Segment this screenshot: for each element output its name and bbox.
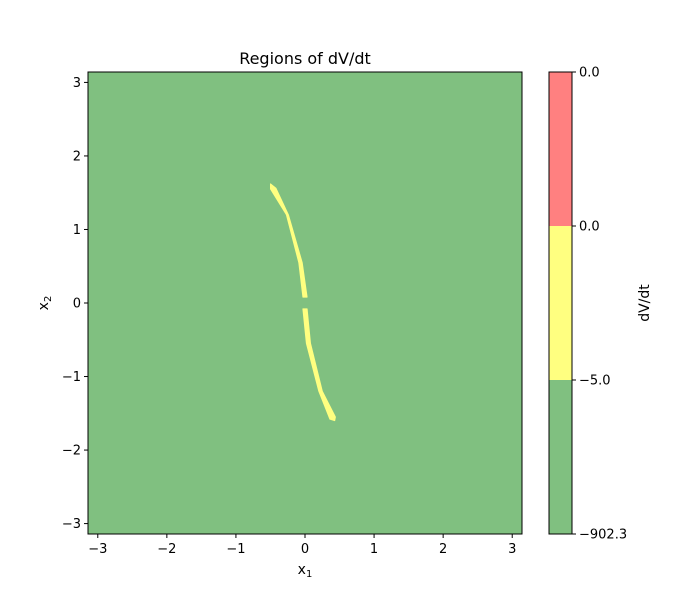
x-tick-label: 0: [301, 542, 309, 557]
y-tick-label: 3: [73, 76, 81, 91]
colorbar-segment: [549, 72, 572, 226]
region-1: [270, 183, 308, 298]
x-axis-label-base: x: [298, 562, 306, 578]
colorbar-tick-label: 0.0: [579, 66, 600, 81]
chart-title: Regions of dV/dt: [239, 49, 371, 68]
regions-layer: [270, 183, 336, 422]
y-tick-label: −1: [62, 370, 81, 385]
x-tick-label: −2: [157, 542, 176, 557]
y-axis-ticks: −3 −2 −1 0 1 2 3: [62, 76, 88, 532]
colorbar-ticks: −902.3 −5.0 0.0 0.0: [572, 66, 627, 543]
region-2: [302, 308, 336, 422]
colorbar: [549, 72, 572, 534]
colorbar-frame: [548, 71, 573, 535]
y-axis-label: x2: [36, 296, 54, 311]
y-tick-label: −3: [62, 517, 81, 532]
y-tick-label: 2: [73, 149, 81, 164]
y-tick-label: 1: [73, 223, 81, 238]
x-tick-label: 3: [508, 542, 516, 557]
colorbar-tick-label: −5.0: [579, 374, 611, 389]
x-axis-label-subscript: 1: [306, 569, 312, 580]
x-axis-ticks: −3 −2 −1 0 1 2 3: [88, 534, 516, 557]
x-tick-label: 2: [439, 542, 447, 557]
x-tick-label: −3: [88, 542, 107, 557]
y-axis-label-base: x: [36, 302, 52, 310]
colorbar-label: dV/dt: [637, 284, 653, 322]
plot-area: [87, 71, 523, 535]
colorbar-tick-label: 0.0: [579, 220, 600, 235]
colorbar-segment: [549, 226, 572, 380]
plot-background-region: [88, 72, 522, 534]
x-tick-label: −1: [226, 542, 245, 557]
y-tick-label: 0: [73, 297, 81, 312]
y-tick-label: −2: [62, 444, 81, 459]
x-tick-label: 1: [370, 542, 378, 557]
colorbar-segment: [549, 380, 572, 534]
colorbar-tick-label: −902.3: [579, 528, 627, 543]
y-axis-label-subscript: 2: [43, 296, 54, 302]
x-axis-label: x1: [298, 562, 313, 580]
